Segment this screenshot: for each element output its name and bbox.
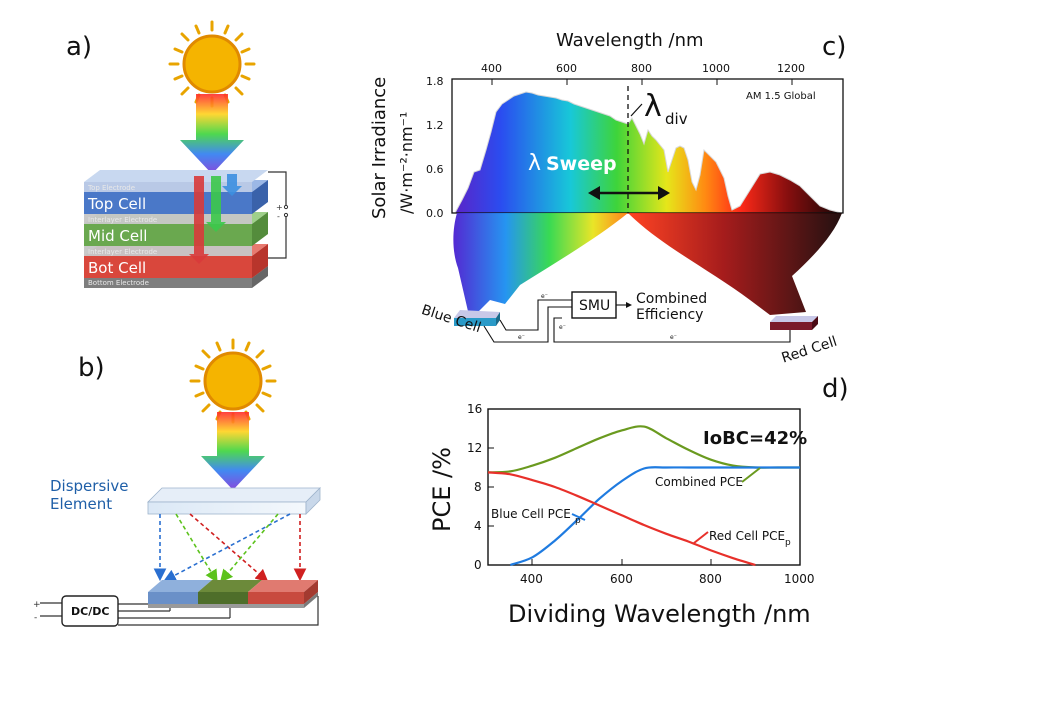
smu-output-arrow [626,302,632,308]
panel-c-label: c) [822,32,846,62]
d-x-tick-1000: 1000 [784,572,815,586]
electron-label-2: e⁻ [541,293,548,300]
dispersive-element-label-1: Dispersive [50,477,129,495]
d-y-tick-4: 4 [474,519,482,533]
am15-spectrum [455,92,840,213]
c-y-tick-1-2: 1.2 [426,119,444,132]
blue-cell [454,310,500,326]
panel-d-label: d) [822,374,849,404]
bottom-electrode-label: Bottom Electrode [88,279,149,287]
d-y-tick-0: 0 [474,558,482,572]
blue-label-pointer [571,513,586,521]
cell-array [148,580,318,608]
sun-icon [168,20,256,108]
lambda-div-symbol: λ [644,89,662,124]
c-top-axis-label: Wavelength /nm [556,30,704,51]
c-x-tick-1200: 1200 [777,62,805,75]
lambda-sweep-symbol: λ [528,151,541,176]
minus-sign: - [277,212,280,221]
d-x-tick-800: 800 [699,572,722,586]
panel-c: c) Wavelength /nm Solar Irradiance /W·m⁻… [369,30,846,366]
top-electrode-label: Top Electrode [87,184,135,192]
dc-minus: - [34,613,37,623]
series-line-2 [487,471,756,567]
iobc-annotation: IoBC=42% [703,428,807,449]
blue-pce-subscript: p [575,516,581,526]
blue-fan [453,213,628,320]
combined-efficiency-label-1: Combined [636,291,707,307]
rainbow-light-arrow-b [201,412,265,490]
c-x-tick-800: 800 [631,62,652,75]
c-y-label-1: Solar Irradiance [369,77,390,219]
d-ticks [488,447,801,565]
electron-label-3: e⁻ [559,324,566,331]
legend-am15: AM 1.5 Global [746,91,816,102]
electron-label-4: e⁻ [670,334,677,341]
dc-dc-label: DC/DC [71,605,109,618]
interlayer-electrode-label-2: Interlayer Electrode [88,248,157,256]
d-y-tick-12: 12 [467,441,482,455]
combined-label-pointer [741,467,761,483]
c-y-tick-0-6: 0.6 [426,163,444,176]
am15-spectrum-outline [454,91,841,214]
mid-cell-label: Mid Cell [88,227,147,245]
panel-a: a) [66,20,289,288]
smu-label: SMU [579,298,610,314]
panel-b-label: b) [78,353,105,383]
tandem-cell-stack [84,170,268,288]
dispersive-element [147,487,321,515]
sweep-double-arrow [588,186,670,200]
d-x-axis-title: Dividing Wavelength /nm [508,600,811,628]
dc-dc-wiring [40,596,319,626]
blue-pce-label: Blue Cell PCE [491,507,571,521]
rainbow-light-arrow [180,94,244,174]
lambda-div-pointer [630,103,643,117]
panel-a-label: a) [66,32,92,62]
penetration-arrows [189,174,242,264]
series-line-1 [509,466,800,567]
terminal-plus [283,204,289,210]
d-x-tick-400: 400 [520,572,543,586]
panel-b: b) Dispersive Element [33,338,321,627]
d-y-axis-title: PCE /% [428,447,456,532]
terminal-minus [283,212,289,218]
red-cell-label: Red Cell [780,334,839,367]
red-cell [770,316,818,330]
sun-icon-b [189,338,277,424]
c-y-label-2: /W·m⁻²·nm⁻¹ [397,112,416,214]
red-label-pointer [693,531,709,544]
d-y-tick-16: 16 [467,402,482,416]
combined-pce-label: Combined PCE [655,475,743,489]
dispersive-element-label-2: Element [50,495,112,513]
panel-d: d) 400 600 800 1000 0 4 8 12 16 Dividing… [428,374,849,628]
red-pce-subscript: p [785,538,791,548]
c-x-tick-1000: 1000 [702,62,730,75]
combined-efficiency-label-2: Efficiency [636,307,703,323]
c-y-tick-1-8: 1.8 [426,75,444,88]
c-y-axis-title: Solar Irradiance /W·m⁻²·nm⁻¹ [369,77,416,219]
c-x-tick-400: 400 [481,62,502,75]
external-circuit [268,171,287,259]
lambda-sweep-label: Sweep [546,153,617,175]
smu-wiring [483,299,791,343]
d-y-tick-8: 8 [474,480,482,494]
dc-plus: + [33,600,41,610]
bot-cell-label: Bot Cell [88,259,146,277]
c-x-ticks [491,79,793,85]
red-fan [628,213,842,315]
lambda-div-subscript: div [665,110,688,128]
dc-dc-converter [61,595,119,627]
interlayer-electrode-label-1: Interlayer Electrode [88,216,157,224]
smu-box [571,291,617,319]
c-x-tick-600: 600 [556,62,577,75]
dispersed-beams [153,513,307,583]
electron-label-1: e⁻ [518,334,525,341]
d-x-tick-600: 600 [610,572,633,586]
plus-sign: + [276,203,283,212]
c-y-tick-0: 0.0 [426,207,444,220]
pce-series [487,425,800,567]
red-pce-label: Red Cell PCE [709,529,785,543]
top-cell-label: Top Cell [87,195,146,213]
